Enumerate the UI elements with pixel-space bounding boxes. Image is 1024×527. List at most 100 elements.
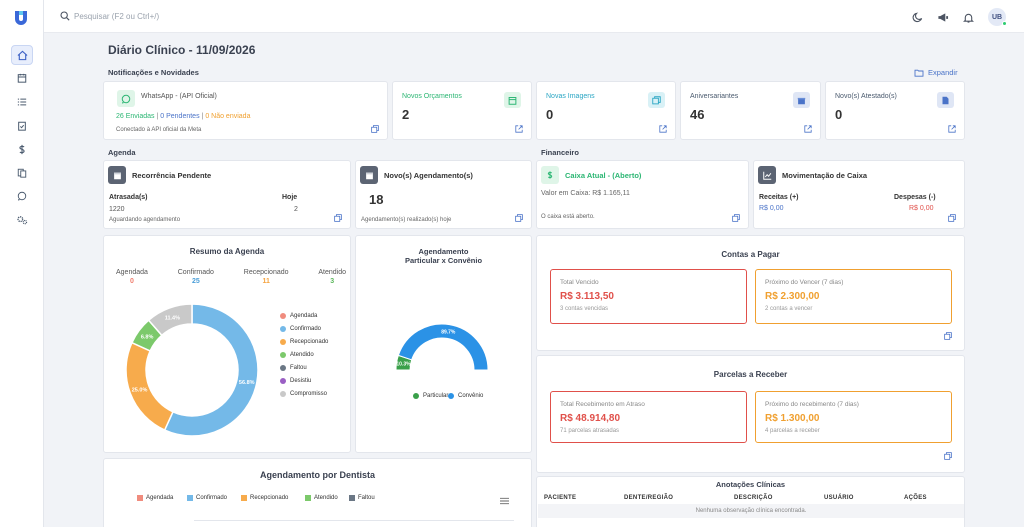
whatsapp-counts: 26 Enviadas | 0 Pendentes | 0 Não enviad… <box>116 113 250 120</box>
dollar-icon <box>19 144 25 154</box>
megaphone-icon[interactable] <box>937 12 949 23</box>
legend-label: Faltou <box>358 495 375 501</box>
dentista-chart-card: Agendamento por Dentista Agendada Confirm… <box>103 458 532 527</box>
legend-item-agendada[interactable]: Agendada <box>280 313 317 319</box>
stat-card-aniversariantes[interactable]: Aniversariantes 46 <box>680 81 821 140</box>
donut-slice-compromisso[interactable] <box>147 303 193 337</box>
copy-icon[interactable] <box>944 332 952 340</box>
legend-item-convenio[interactable]: Convênio <box>448 393 483 399</box>
expand-button[interactable]: Expandir <box>914 68 958 77</box>
resumo-counts: Agendada 0 Confirmado 25 Recepcionado 11 At… <box>116 269 346 285</box>
document-icon <box>942 96 949 104</box>
folder-icon <box>914 69 924 77</box>
sidebar-item-whatsapp[interactable] <box>11 186 33 206</box>
donut-slice-confirmado[interactable] <box>163 303 259 437</box>
search-input[interactable]: Pesquisar (F2 ou Ctrl+/) <box>74 11 160 21</box>
donut-slice-recepcionado[interactable] <box>125 341 174 432</box>
caixa-valor: Valor em Caixa: R$ 1.165,11 <box>541 190 630 197</box>
whatsapp-card: WhatsApp - (API Oficial) 26 Enviadas | 0… <box>103 81 388 140</box>
search-bar[interactable]: Pesquisar (F2 ou Ctrl+/) <box>60 11 159 21</box>
moon-icon[interactable] <box>912 12 923 23</box>
legend-item-confirmado[interactable]: Confirmado <box>280 326 321 332</box>
app-logo[interactable] <box>14 10 28 26</box>
sidebar-item-settings[interactable] <box>11 210 33 230</box>
legend-label: Agendada <box>290 313 318 319</box>
stat-icon-box <box>504 92 521 108</box>
sidebar-item-documents[interactable] <box>11 163 33 183</box>
legend-label: Atendido <box>314 495 338 501</box>
sidebar-item-tasks[interactable] <box>11 116 33 136</box>
copy-icon[interactable] <box>334 214 342 222</box>
whatsapp-icon <box>121 94 131 104</box>
external-link-icon[interactable] <box>804 125 812 133</box>
proximo-recebimento-box[interactable]: Próximo do recebimento (7 dias) R$ 1.300… <box>755 391 952 443</box>
legend-item-confirmado[interactable]: Confirmado <box>187 495 227 501</box>
home-icon <box>17 50 27 60</box>
convenio-title-1: Agendamento <box>418 247 469 256</box>
hoje-label: Hoje <box>282 194 298 201</box>
menu-icon[interactable] <box>500 497 509 505</box>
total-vencido-value: R$ 3.113,50 <box>560 291 614 302</box>
count-atendido: Atendido 3 <box>318 269 346 285</box>
resumo-agenda-card: Resumo da Agenda Agendada 0 Confirmado 25 … <box>103 235 351 453</box>
legend-item-desistiu[interactable]: Desistiu <box>280 378 311 384</box>
legend-item-faltou[interactable]: Faltou <box>280 365 307 371</box>
total-vencido-box[interactable]: Total Vencido R$ 3.113,50 3 contas venci… <box>550 269 747 324</box>
copy-icon[interactable] <box>948 214 956 222</box>
images-icon <box>652 95 661 104</box>
legend-item-atendido[interactable]: Atendido <box>305 495 338 501</box>
external-link-icon[interactable] <box>948 125 956 133</box>
proximo-recebimento-sub: 4 parcelas a receber <box>765 428 820 434</box>
legend-label: Atendido <box>290 352 314 358</box>
donut-label-recepcionado: 25.0% <box>132 388 148 394</box>
total-vencido-label: Total Vencido <box>560 279 599 286</box>
legend-item-particular[interactable]: Particular <box>413 393 448 399</box>
stat-title: Novos Orçamentos <box>402 93 462 100</box>
legend-label: Recepcionado <box>250 495 289 501</box>
sidebar-item-list[interactable] <box>11 92 33 112</box>
bell-icon[interactable] <box>963 12 974 23</box>
legend-label: Desistiu <box>290 378 312 384</box>
whatsapp-sent: 26 Enviadas <box>116 113 155 120</box>
sidebar-item-agenda[interactable] <box>11 68 33 88</box>
proximo-vencer-box[interactable]: Próximo do Vencer (7 dias) R$ 2.300,00 2… <box>755 269 952 324</box>
external-link-icon[interactable] <box>515 125 523 133</box>
page-title: Diário Clínico - 11/09/2026 <box>108 43 256 57</box>
stat-card-orcamentos[interactable]: Novos Orçamentos 2 <box>392 81 532 140</box>
anotacoes-title: Anotações Clínicas <box>715 480 786 489</box>
count-agendada: Agendada 0 <box>116 269 148 285</box>
col-acoes: AÇÕES <box>904 495 927 501</box>
legend-item-recepcionado[interactable]: Recepcionado <box>280 339 328 345</box>
donut-label-compromisso: 11.4% <box>165 316 180 322</box>
legend-label: Compromisso <box>290 391 328 397</box>
proximo-vencer-value: R$ 2.300,00 <box>765 291 820 302</box>
agenda-section-label: Agenda <box>108 148 136 157</box>
stat-icon-box <box>793 92 810 108</box>
legend-item-agendada[interactable]: Agendada <box>137 495 173 501</box>
legend-swatch <box>137 495 143 501</box>
legend-item-atendido[interactable]: Atendido <box>280 352 314 358</box>
calendar-icon <box>17 73 27 83</box>
copy-icon[interactable] <box>944 452 952 460</box>
caixa-status: O caixa está aberto. <box>541 214 595 220</box>
legend-swatch <box>305 495 311 501</box>
stat-card-imagens[interactable]: Novas Imagens 0 <box>536 81 676 140</box>
recebimento-atraso-sub: 71 parcelas atrasadas <box>560 428 620 434</box>
whatsapp-not-sent: 0 Não enviada <box>205 113 251 120</box>
copy-icon[interactable] <box>371 125 379 133</box>
stat-card-atestados[interactable]: Novo(s) Atestado(s) 0 <box>825 81 965 140</box>
copy-icon[interactable] <box>732 214 740 222</box>
sidebar-item-financeiro[interactable] <box>11 139 33 159</box>
legend-item-recepcionado[interactable]: Recepcionado <box>241 495 288 501</box>
search-icon <box>60 11 70 21</box>
copy-icon[interactable] <box>515 214 523 222</box>
recebimento-atraso-box[interactable]: Total Recebimento em Atraso R$ 48.914,80… <box>550 391 747 443</box>
legend-label: Confirmado <box>290 326 322 332</box>
avatar[interactable]: UB <box>988 8 1007 26</box>
gauge-slice-convenio[interactable] <box>397 324 489 371</box>
contas-pagar-title: Contas a Pagar <box>721 250 780 259</box>
external-link-icon[interactable] <box>659 125 667 133</box>
sidebar-item-home[interactable] <box>11 45 33 65</box>
legend-item-faltou[interactable]: Faltou <box>349 495 375 501</box>
legend-item-compromisso[interactable]: Compromisso <box>280 391 327 397</box>
